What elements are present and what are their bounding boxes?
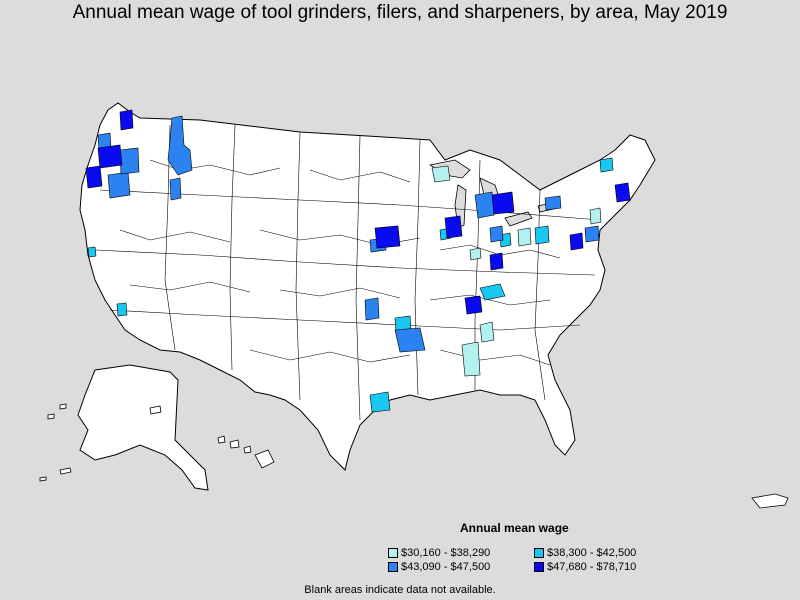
legend-item-tier-1: $30,160 - $38,290 bbox=[388, 547, 490, 559]
legend-swatch bbox=[388, 562, 398, 572]
legend-swatch bbox=[388, 548, 398, 558]
area-borders bbox=[94, 124, 601, 421]
areas-tier-2 bbox=[87, 157, 614, 413]
legend-label: $30,160 - $38,290 bbox=[401, 547, 491, 559]
legend-swatch bbox=[534, 548, 544, 558]
aleutian-islands bbox=[39, 403, 162, 482]
legend-label: $47,680 - $78,710 bbox=[547, 561, 637, 573]
legend-swatch bbox=[534, 562, 544, 572]
areas-tier-4 bbox=[85, 109, 631, 315]
legend-item-tier-2: $38,300 - $42,500 bbox=[534, 547, 636, 559]
legend-label: $43,090 - $47,500 bbox=[401, 561, 491, 573]
alaska-shape bbox=[77, 364, 209, 491]
legend-item-tier-4: $47,680 - $78,710 bbox=[534, 561, 636, 573]
areas-tier-1 bbox=[431, 165, 602, 377]
hawaii-shape bbox=[217, 435, 275, 469]
legend-item-tier-3: $43,090 - $47,500 bbox=[388, 561, 490, 573]
map-title: Annual mean wage of tool grinders, filer… bbox=[72, 2, 728, 23]
areas-tier-3 bbox=[97, 115, 600, 353]
legend-title: Annual mean wage bbox=[460, 521, 569, 535]
puerto-rico-shape bbox=[751, 493, 789, 509]
footnote: Blank areas indicate data not available. bbox=[304, 584, 496, 596]
legend-label: $38,300 - $42,500 bbox=[547, 547, 637, 559]
